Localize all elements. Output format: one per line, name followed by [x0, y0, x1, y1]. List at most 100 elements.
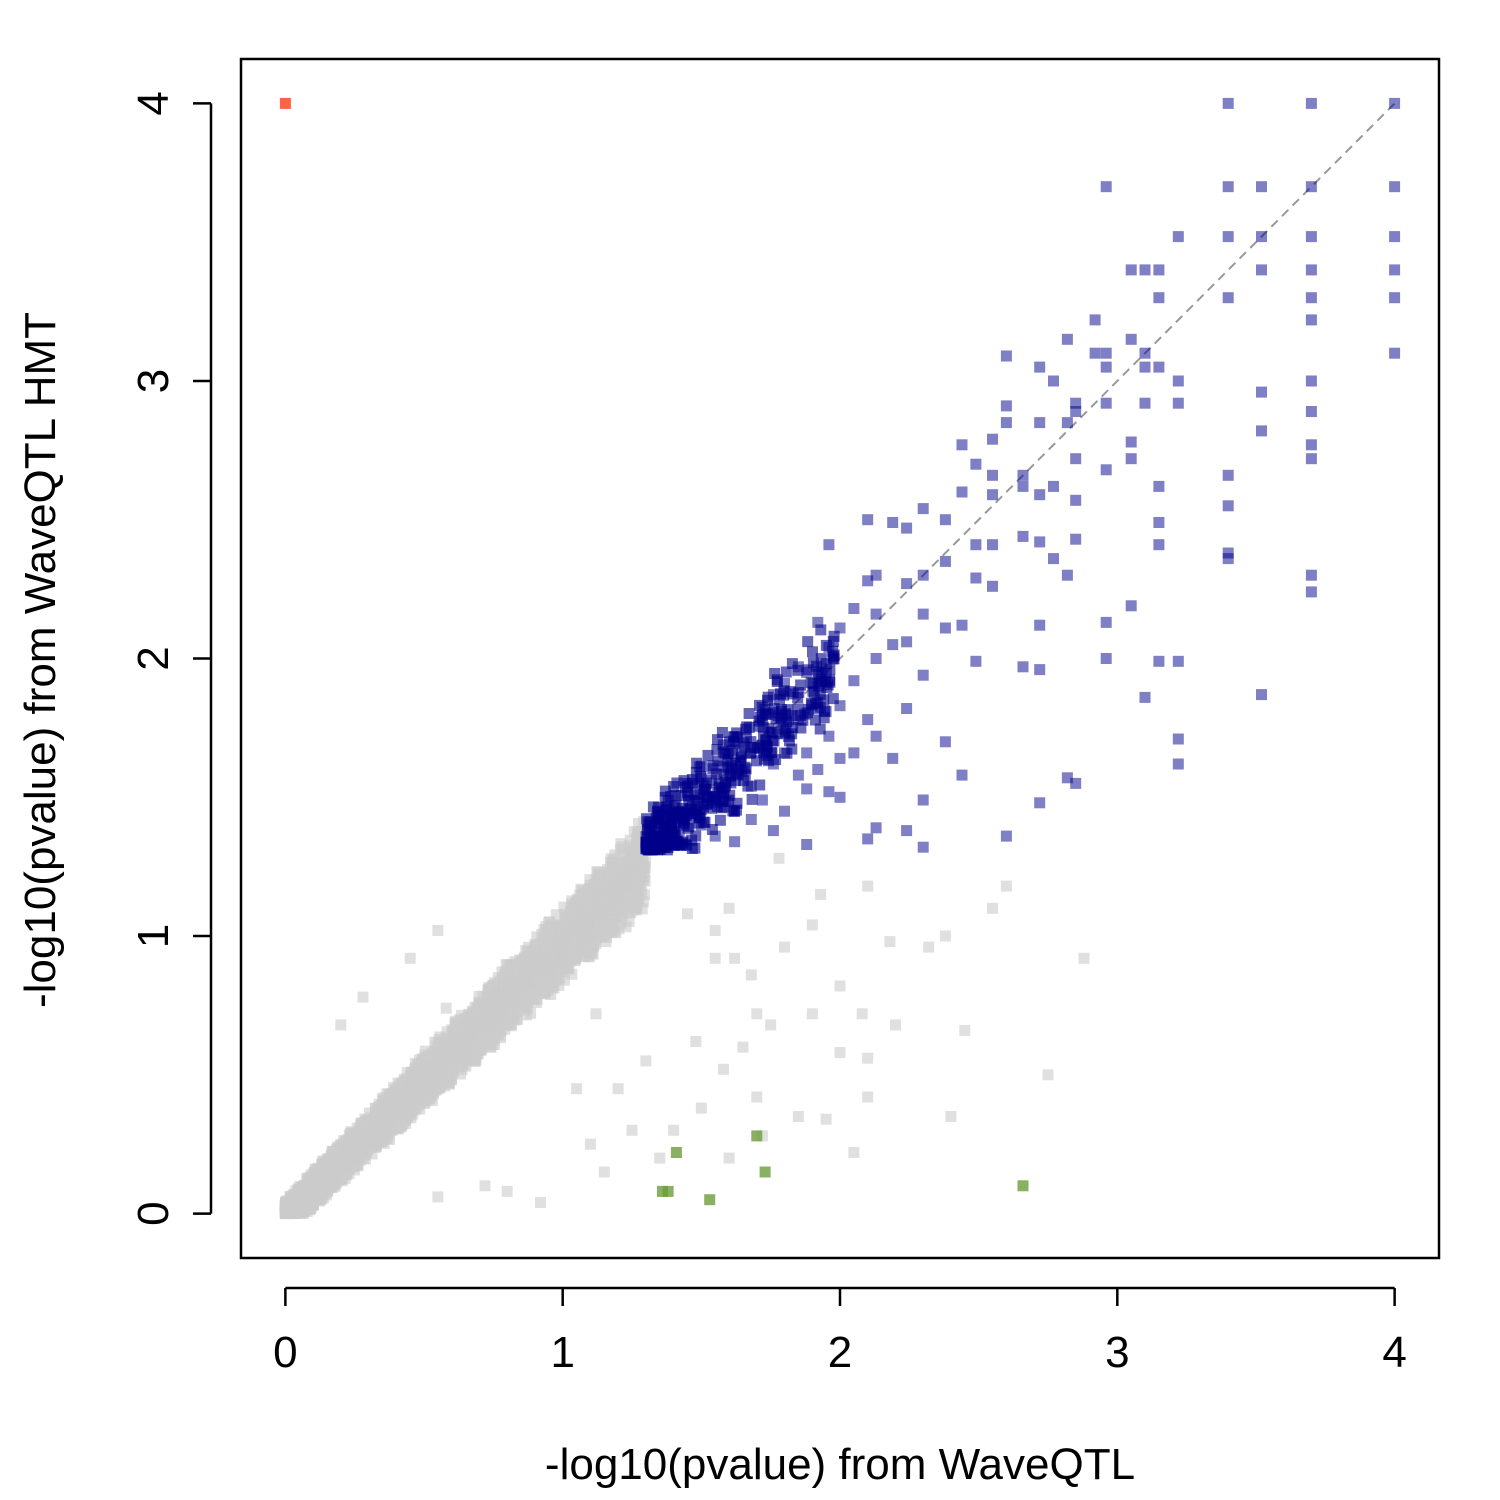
data-point [357, 991, 369, 1003]
data-point [584, 1138, 596, 1150]
data-point [808, 687, 820, 698]
data-point [418, 1074, 430, 1086]
data-point [939, 930, 951, 942]
data-point [751, 1091, 763, 1103]
data-point [706, 824, 718, 835]
data-point [856, 1008, 868, 1020]
data-point [723, 902, 735, 914]
data-point [535, 962, 547, 974]
data-point [333, 1173, 345, 1185]
data-point [571, 916, 583, 928]
data-point [335, 1144, 347, 1156]
data-point [551, 964, 563, 976]
data-point [407, 1097, 419, 1109]
data-point [729, 952, 741, 964]
data-point [824, 664, 836, 676]
data-point [630, 894, 642, 905]
data-point [416, 1083, 428, 1095]
data-point [668, 1124, 680, 1136]
data-point [709, 952, 721, 964]
data-point [350, 1136, 362, 1148]
data-point [559, 940, 571, 952]
data-point [1000, 880, 1012, 892]
data-point [640, 1055, 652, 1067]
data-point [862, 880, 874, 892]
data-point [483, 1025, 494, 1037]
data-point [411, 1073, 423, 1085]
data-point [862, 1052, 874, 1064]
data-point [607, 922, 619, 934]
points-layer [279, 97, 1401, 1220]
data-point [806, 1008, 818, 1020]
data-point [281, 1198, 293, 1209]
data-point [370, 1114, 382, 1126]
data-point [518, 999, 530, 1011]
data-point [494, 1000, 506, 1012]
data-point [600, 904, 612, 916]
data-point [558, 901, 570, 913]
data-point [589, 910, 601, 922]
data-point [605, 869, 617, 881]
data-point [588, 879, 600, 891]
data-point [311, 1181, 323, 1193]
data-point [544, 916, 556, 928]
data-point [538, 924, 550, 936]
data-point [497, 1010, 509, 1022]
data-point [356, 1142, 368, 1154]
data-point [383, 1125, 395, 1137]
data-point [629, 880, 641, 892]
data-point [415, 1094, 427, 1105]
data-point [590, 1008, 602, 1020]
data-point [388, 1098, 400, 1109]
data-point [737, 1041, 749, 1053]
data-point [1078, 952, 1090, 964]
data-point [525, 1007, 537, 1019]
data-point [287, 1199, 299, 1211]
data-point [345, 1158, 357, 1170]
data-point [553, 921, 564, 933]
data-point [751, 1008, 763, 1020]
data-point [326, 1177, 338, 1189]
data-point [515, 955, 527, 967]
data-point [586, 885, 598, 897]
data-point [370, 1133, 382, 1144]
data-point [504, 999, 516, 1011]
data-point [553, 979, 565, 991]
data-point [608, 890, 620, 902]
data-point [637, 896, 649, 908]
data-point [516, 977, 528, 989]
data-point [398, 1077, 410, 1089]
data-point [489, 1039, 501, 1050]
data-point [690, 1036, 702, 1047]
data-point [451, 1058, 463, 1070]
data-point [597, 912, 609, 924]
data-point [560, 930, 572, 942]
data-point [542, 970, 554, 982]
data-point [571, 1083, 583, 1095]
data-point [473, 1014, 485, 1026]
data-point [391, 1123, 403, 1135]
data-point [551, 971, 563, 983]
data-point [392, 1106, 404, 1117]
data-point [884, 936, 896, 948]
data-point [545, 949, 557, 961]
data-point [357, 1126, 369, 1138]
data-point [609, 849, 621, 861]
data-point [987, 902, 998, 914]
data-point [429, 1075, 441, 1087]
data-point [622, 889, 634, 901]
data-point [654, 1152, 666, 1164]
data-point [588, 899, 600, 910]
data-point [546, 925, 558, 937]
data-point [631, 902, 643, 914]
data-point [335, 1019, 347, 1031]
data-point [476, 1008, 488, 1020]
data-point [756, 1130, 768, 1142]
data-point [481, 1018, 493, 1030]
data-point [716, 727, 728, 738]
data-point [600, 936, 612, 948]
data-point [488, 991, 499, 1003]
data-point [432, 1191, 444, 1203]
data-point [695, 1102, 707, 1114]
data-point [616, 841, 628, 853]
